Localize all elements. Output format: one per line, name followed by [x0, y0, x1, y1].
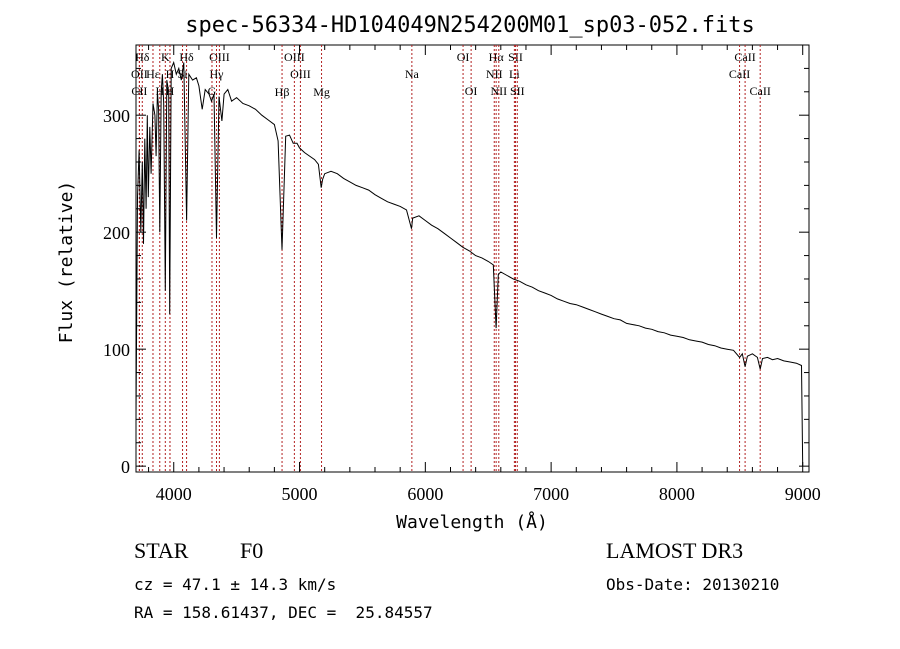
flux-series-line	[135, 60, 804, 467]
y-axis-label: Flux (relative)	[56, 181, 77, 344]
x-tick-label-3: 7000	[533, 484, 569, 504]
y-tick-label-0: 0	[121, 457, 130, 477]
line-label-13: Hβ	[275, 85, 290, 99]
line-label-5: K	[161, 50, 170, 64]
y-tick-label-1: 100	[103, 340, 130, 360]
line-label-8: Hδ	[179, 50, 194, 64]
line-label-24: Li	[509, 67, 520, 81]
line-label-27: CaII	[729, 67, 750, 81]
line-label-16: Mg	[313, 85, 330, 99]
x-tick-label-0: 4000	[156, 484, 192, 504]
spectral-class: STAR	[134, 538, 189, 563]
x-tick-label-2: 6000	[407, 484, 443, 504]
line-label-17: Na	[405, 67, 420, 81]
chart-title: spec-56334-HD104049N254200M01_sp03-052.f…	[185, 13, 755, 38]
line-label-4: H	[155, 84, 164, 98]
x-tick-label-1: 5000	[282, 484, 318, 504]
redshift-info: cz = 47.1 ± 14.3 km/s	[134, 575, 337, 594]
obs-date: Obs-Date: 20130210	[606, 575, 780, 594]
y-tick-label-2: 200	[103, 223, 130, 243]
line-label-2: CII	[131, 84, 147, 98]
line-label-15: OIII	[290, 67, 311, 81]
line-label-7: H	[166, 84, 175, 98]
ra-dec-info: RA = 158.61437, DEC = 25.84557	[134, 603, 433, 622]
line-label-9: Si	[178, 67, 189, 81]
line-label-22: NII	[490, 84, 507, 98]
line-label-18: OI	[457, 50, 470, 64]
line-label-19: OI	[465, 84, 478, 98]
line-label-11: Hγ	[210, 67, 225, 81]
line-label-3: Hε	[146, 67, 160, 81]
line-label-26: CaII	[734, 50, 755, 64]
survey-name: LAMOST DR3	[606, 538, 744, 563]
x-tick-label-4: 8000	[659, 484, 695, 504]
line-label-21: NII	[486, 67, 503, 81]
line-label-14: OIII	[284, 50, 305, 64]
y-tick-label-3: 300	[103, 106, 130, 126]
line-label-23: SII	[508, 50, 523, 64]
line-label-25: SII	[510, 84, 525, 98]
line-label-10: OIII	[209, 50, 230, 64]
line-label-20: Hα	[489, 50, 505, 64]
axis-ticks: 4000 5000 6000 7000 8000 9000 0 100 200 300	[103, 45, 821, 504]
x-axis-label: Wavelength (Å)	[396, 511, 548, 533]
x-tick-label-5: 9000	[785, 484, 821, 504]
plot-frame	[135, 44, 810, 473]
spectral-subclass: F0	[240, 538, 264, 563]
line-label-0: Hδ	[135, 50, 150, 64]
line-label-12: G	[208, 84, 217, 98]
line-label-28: CaII	[750, 84, 771, 98]
